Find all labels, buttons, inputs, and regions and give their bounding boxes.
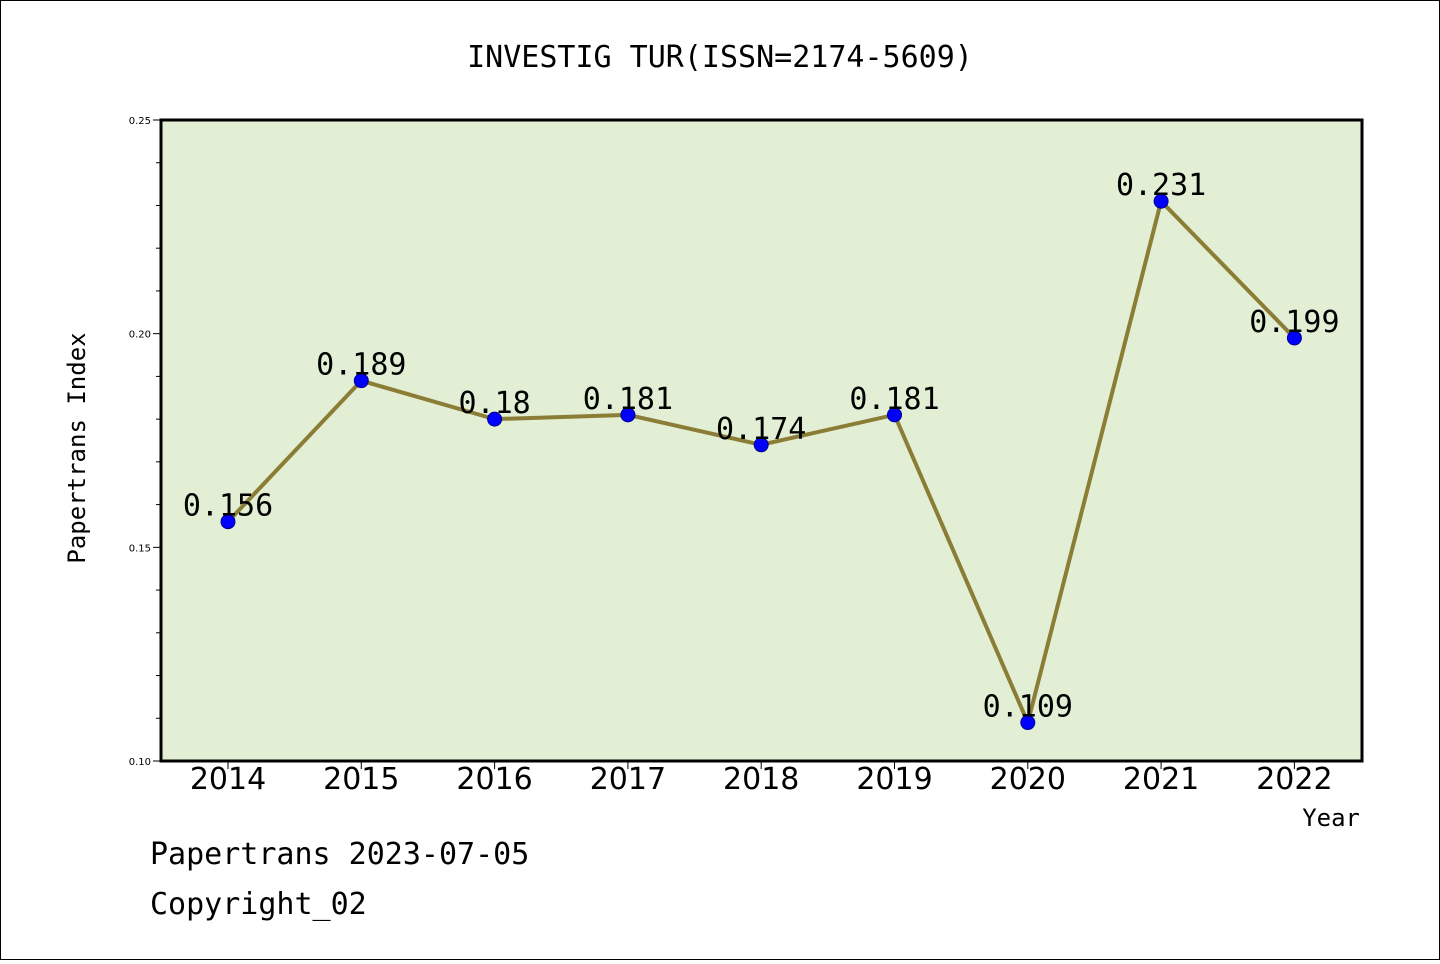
data-label-2014: 0.156 — [183, 489, 273, 524]
y-tick-label: 0.25 — [129, 116, 151, 127]
y-tick-label: 0.10 — [129, 757, 151, 768]
data-point-2018 — [753, 437, 769, 453]
data-label-2017: 0.181 — [583, 382, 673, 417]
y-tick-label: 0.15 — [129, 543, 151, 554]
x-tick-label-2020: 2020 — [990, 762, 1066, 797]
data-point-2016 — [487, 411, 503, 427]
data-label-2018: 0.174 — [716, 412, 806, 447]
data-labels: 0.156 0.189 0.18 0.181 0.174 0.181 0.109 0.231 0… — [183, 168, 1340, 724]
x-tick-label-2015: 2015 — [323, 762, 399, 797]
data-label-2015: 0.189 — [316, 348, 406, 383]
data-point-2015 — [353, 373, 369, 389]
y-tick-label: 0.20 — [129, 330, 151, 341]
x-tick-label-2014: 2014 — [190, 762, 266, 797]
data-label-2016: 0.18 — [458, 386, 530, 421]
footer-copyright-text: Copyright_02 — [150, 887, 367, 922]
x-tick-label-2021: 2021 — [1123, 762, 1199, 797]
x-tick-label-2022: 2022 — [1256, 762, 1332, 797]
y-axis-label: Papertrans Index — [63, 332, 91, 563]
x-tick-label-2017: 2017 — [590, 762, 666, 797]
data-label-2021: 0.231 — [1116, 168, 1206, 203]
x-axis-ticks: 2014 2015 2016 2017 2018 2019 2020 2021 2022 — [190, 761, 1333, 797]
data-label-2019: 0.181 — [849, 382, 939, 417]
data-point-2022 — [1286, 330, 1302, 346]
y-axis-ticks: 0.10 0.15 0.20 0.25 — [129, 116, 161, 768]
data-point-2021 — [1153, 193, 1169, 209]
x-axis-label: Year — [1302, 804, 1360, 832]
data-point-2017 — [620, 407, 636, 423]
x-tick-label-2019: 2019 — [856, 762, 932, 797]
data-label-2022: 0.199 — [1249, 305, 1339, 340]
data-label-2020: 0.109 — [983, 690, 1073, 725]
x-tick-label-2016: 2016 — [456, 762, 532, 797]
chart-title: INVESTIG TUR(ISSN=2174-5609) — [467, 40, 973, 75]
data-point-2020 — [1020, 715, 1036, 731]
data-point-2019 — [887, 407, 902, 423]
data-markers — [220, 193, 1302, 731]
footer-date-text: Papertrans 2023-07-05 — [150, 837, 529, 872]
data-point-2014 — [220, 514, 236, 530]
x-tick-label-2018: 2018 — [723, 762, 799, 797]
